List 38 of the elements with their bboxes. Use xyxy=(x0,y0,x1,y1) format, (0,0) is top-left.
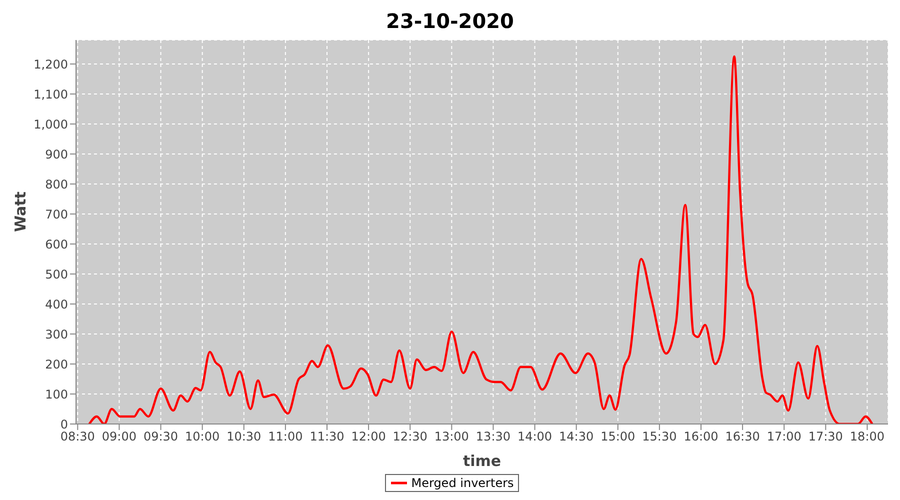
x-tick-label: 11:30 xyxy=(310,430,344,444)
legend-label: Merged inverters xyxy=(410,476,514,490)
x-tick-label: 12:00 xyxy=(351,430,386,444)
x-tick-label: 10:30 xyxy=(226,430,262,444)
y-tick-label: 700 xyxy=(45,207,68,222)
x-tick-label: 16:30 xyxy=(725,430,760,444)
y-tick-label: 1,000 xyxy=(34,117,68,132)
x-tick-label: 17:00 xyxy=(766,430,802,444)
y-tick-label: 400 xyxy=(45,297,68,312)
x-tick-label: 12:30 xyxy=(392,430,428,444)
y-axis-title: Watt xyxy=(11,192,30,232)
x-tick-label: 16:00 xyxy=(684,430,718,444)
x-tick-label: 08:30 xyxy=(60,430,95,444)
x-tick-label: 18:00 xyxy=(850,430,885,444)
x-tick-label: 14:30 xyxy=(559,430,594,444)
line-series xyxy=(88,55,874,424)
x-tick-label: 09:30 xyxy=(143,430,178,444)
y-tick-label: 100 xyxy=(45,387,68,402)
y-tick-label: 900 xyxy=(45,147,68,162)
y-tick-label: 600 xyxy=(45,237,68,252)
x-tick-label: 13:30 xyxy=(476,430,511,444)
x-tick-label: 10:00 xyxy=(185,430,220,444)
y-tick-label: 300 xyxy=(45,327,68,342)
y-tick-label: 500 xyxy=(45,267,68,282)
y-tick-label: 0 xyxy=(60,417,68,432)
x-tick-label: 13:00 xyxy=(434,430,469,444)
x-tick-label: 15:00 xyxy=(600,430,636,444)
x-axis-title: time xyxy=(462,452,502,470)
y-tick-label: 200 xyxy=(45,357,68,372)
x-tick-label: 14:00 xyxy=(517,430,552,444)
x-tick-label: 17:30 xyxy=(808,430,843,444)
y-tick-label: 1,200 xyxy=(34,57,68,72)
x-tick-label: 09:00 xyxy=(102,430,137,444)
y-tick-label: 800 xyxy=(45,177,68,192)
x-tick-label: 15:30 xyxy=(642,430,677,444)
y-tick-label: 1,100 xyxy=(34,87,68,102)
x-tick-label: 11:00 xyxy=(268,430,303,444)
chart-title: 23-10-2020 xyxy=(385,8,515,35)
